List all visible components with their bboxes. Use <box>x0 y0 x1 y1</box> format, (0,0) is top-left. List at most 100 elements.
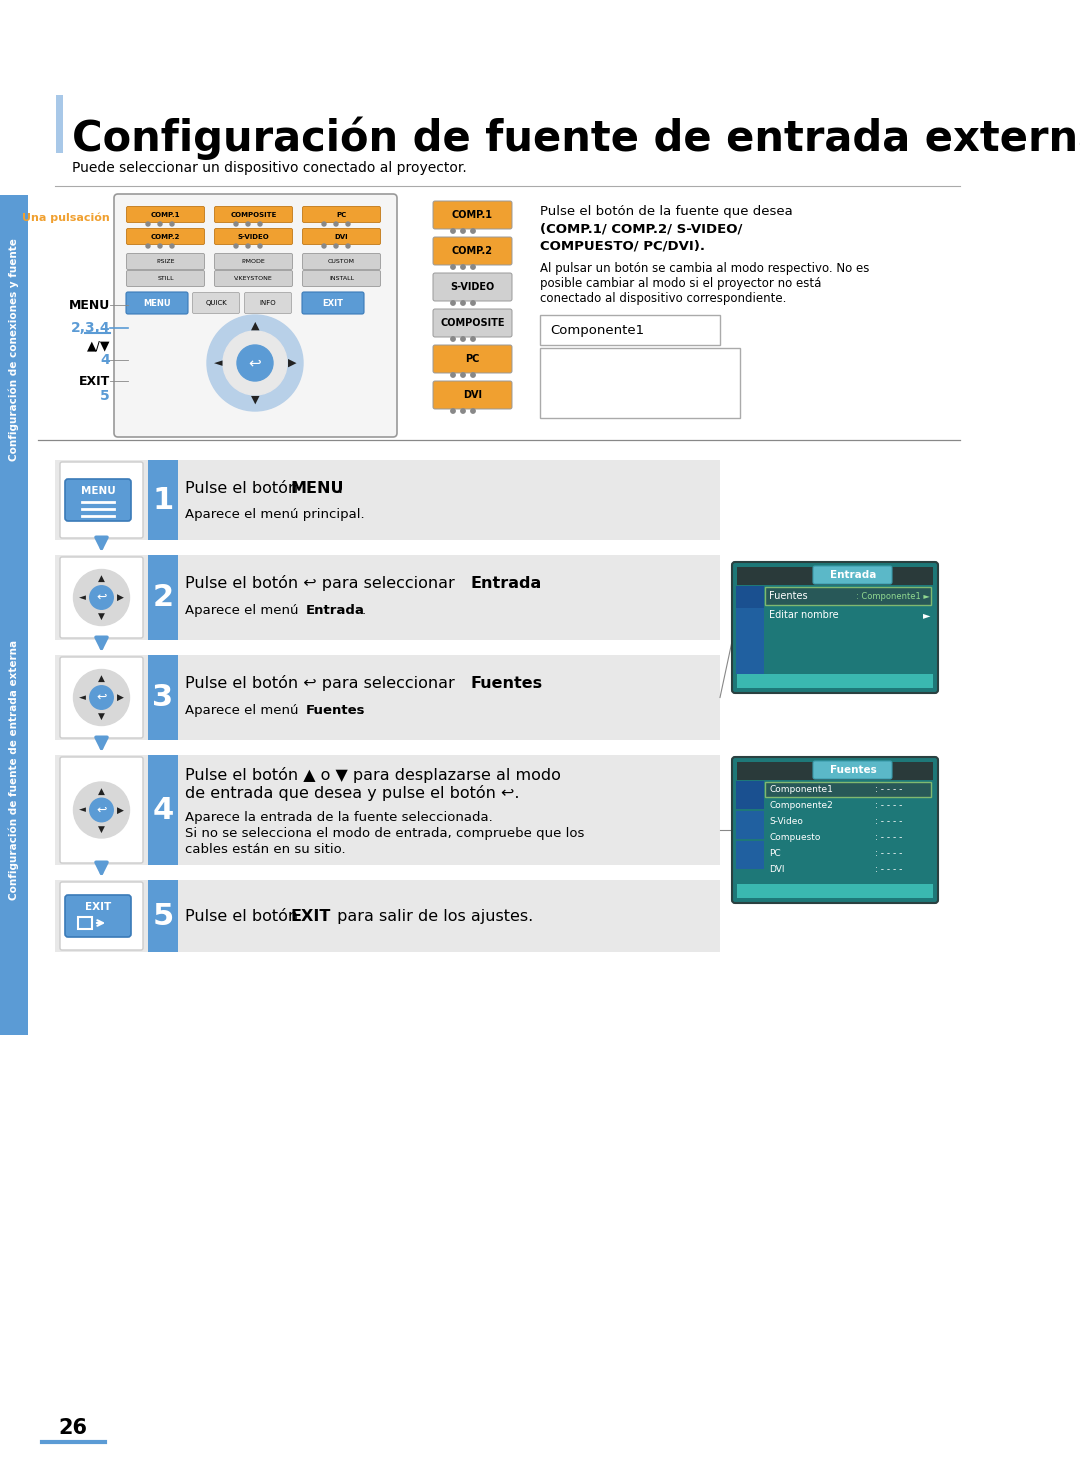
FancyBboxPatch shape <box>737 884 933 898</box>
Text: ↩: ↩ <box>96 803 107 817</box>
Circle shape <box>346 245 350 248</box>
Text: 4: 4 <box>100 352 110 367</box>
FancyBboxPatch shape <box>55 556 720 640</box>
Text: 5: 5 <box>100 389 110 402</box>
Circle shape <box>450 408 455 413</box>
Circle shape <box>461 228 465 233</box>
Text: ◄►► Volver: ◄►► Volver <box>875 886 919 896</box>
Text: ↕ Mover: ↕ Mover <box>741 886 773 896</box>
Text: PROJECTOR: PROJECTOR <box>743 572 787 581</box>
Text: EXIT: EXIT <box>323 299 343 308</box>
FancyBboxPatch shape <box>148 556 178 640</box>
FancyBboxPatch shape <box>126 292 188 314</box>
Circle shape <box>170 223 174 226</box>
Text: Entrada: Entrada <box>829 570 876 579</box>
FancyBboxPatch shape <box>735 652 764 674</box>
Circle shape <box>246 223 249 226</box>
FancyBboxPatch shape <box>215 271 293 286</box>
Text: COMPOSITE: COMPOSITE <box>230 211 276 218</box>
FancyBboxPatch shape <box>735 629 764 652</box>
Text: ▶: ▶ <box>117 593 124 601</box>
Circle shape <box>471 336 475 340</box>
FancyBboxPatch shape <box>732 562 939 693</box>
Circle shape <box>146 245 150 248</box>
FancyBboxPatch shape <box>433 345 512 373</box>
Text: CUSTOM: CUSTOM <box>328 259 355 264</box>
Text: COMP.1: COMP.1 <box>453 209 492 220</box>
Text: COMPUESTO/ PC/DVI).: COMPUESTO/ PC/DVI). <box>540 239 705 252</box>
Text: Compuesto: Compuesto <box>769 833 821 842</box>
Circle shape <box>146 223 150 226</box>
Text: : - - - -: : - - - - <box>875 784 903 793</box>
Circle shape <box>258 223 262 226</box>
Text: S-VIDEO: S-VIDEO <box>238 233 269 239</box>
Text: MENU: MENU <box>81 486 116 495</box>
Text: : - - - -: : - - - - <box>875 864 903 874</box>
Circle shape <box>471 408 475 413</box>
Text: .: . <box>360 703 364 716</box>
Text: Fuentes: Fuentes <box>471 675 543 690</box>
FancyBboxPatch shape <box>765 783 931 797</box>
Text: MENU: MENU <box>69 299 110 311</box>
Circle shape <box>471 265 475 270</box>
Text: QUICK: QUICK <box>205 301 227 307</box>
Text: 4: 4 <box>152 796 174 824</box>
Text: ▲: ▲ <box>98 674 105 682</box>
Text: : - - - -: : - - - - <box>875 849 903 858</box>
Text: DVI: DVI <box>769 864 784 874</box>
Circle shape <box>246 245 249 248</box>
Circle shape <box>73 569 130 625</box>
Text: ↩: ↩ <box>96 591 107 604</box>
Text: conectado al dispositivo correspondiente.: conectado al dispositivo correspondiente… <box>540 292 786 305</box>
Text: PC: PC <box>336 211 347 218</box>
FancyBboxPatch shape <box>60 461 143 538</box>
Text: PC: PC <box>465 354 480 364</box>
Text: Entrada: Entrada <box>306 604 365 616</box>
Text: Configuración de fuente de entrada externa: Configuración de fuente de entrada exter… <box>72 116 1080 159</box>
Text: ↩ Intro: ↩ Intro <box>810 677 837 685</box>
FancyBboxPatch shape <box>0 506 28 1035</box>
Text: ◄: ◄ <box>79 805 86 815</box>
FancyBboxPatch shape <box>148 460 178 539</box>
Circle shape <box>450 336 455 340</box>
Circle shape <box>461 265 465 270</box>
Text: ↩: ↩ <box>248 355 261 370</box>
Text: .: . <box>531 675 536 690</box>
Text: cables están en su sitio.: cables están en su sitio. <box>185 843 346 855</box>
Text: 2,3,4: 2,3,4 <box>70 321 110 335</box>
FancyBboxPatch shape <box>60 557 143 638</box>
Text: Pulse el botón ▲ o ▼ para desplazarse al modo: Pulse el botón ▲ o ▼ para desplazarse al… <box>185 766 561 783</box>
Text: ◄: ◄ <box>79 693 86 702</box>
Circle shape <box>334 245 338 248</box>
Text: INFO: INFO <box>259 301 276 307</box>
FancyBboxPatch shape <box>732 758 939 904</box>
FancyBboxPatch shape <box>735 781 764 809</box>
FancyBboxPatch shape <box>114 195 397 436</box>
FancyBboxPatch shape <box>56 94 63 153</box>
Text: ▲: ▲ <box>98 787 105 796</box>
Circle shape <box>73 669 130 725</box>
Text: ▶: ▶ <box>117 805 124 815</box>
Text: EXIT: EXIT <box>291 908 330 924</box>
Text: Pulse el botón de la fuente que desea: Pulse el botón de la fuente que desea <box>540 205 793 218</box>
Text: ◄: ◄ <box>214 358 222 368</box>
Text: ▲: ▲ <box>98 573 105 582</box>
Text: 5: 5 <box>152 902 174 930</box>
Text: STILL: STILL <box>158 276 174 282</box>
Text: Fuentes: Fuentes <box>769 591 808 601</box>
Circle shape <box>461 408 465 413</box>
Circle shape <box>334 223 338 226</box>
FancyBboxPatch shape <box>433 273 512 301</box>
Circle shape <box>471 228 475 233</box>
Text: 2: 2 <box>152 584 174 612</box>
Text: 1: 1 <box>152 485 174 514</box>
Text: Puede seleccionar un dispositivo conectado al proyector.: Puede seleccionar un dispositivo conecta… <box>72 161 467 175</box>
FancyBboxPatch shape <box>737 674 933 688</box>
Text: Entrada: Entrada <box>471 575 542 591</box>
Text: Configuración de fuente de entrada externa: Configuración de fuente de entrada exter… <box>9 640 19 901</box>
FancyBboxPatch shape <box>55 880 720 952</box>
Circle shape <box>450 265 455 270</box>
FancyBboxPatch shape <box>433 200 512 228</box>
FancyBboxPatch shape <box>60 881 143 951</box>
Text: Editar nombre: Editar nombre <box>769 610 839 621</box>
